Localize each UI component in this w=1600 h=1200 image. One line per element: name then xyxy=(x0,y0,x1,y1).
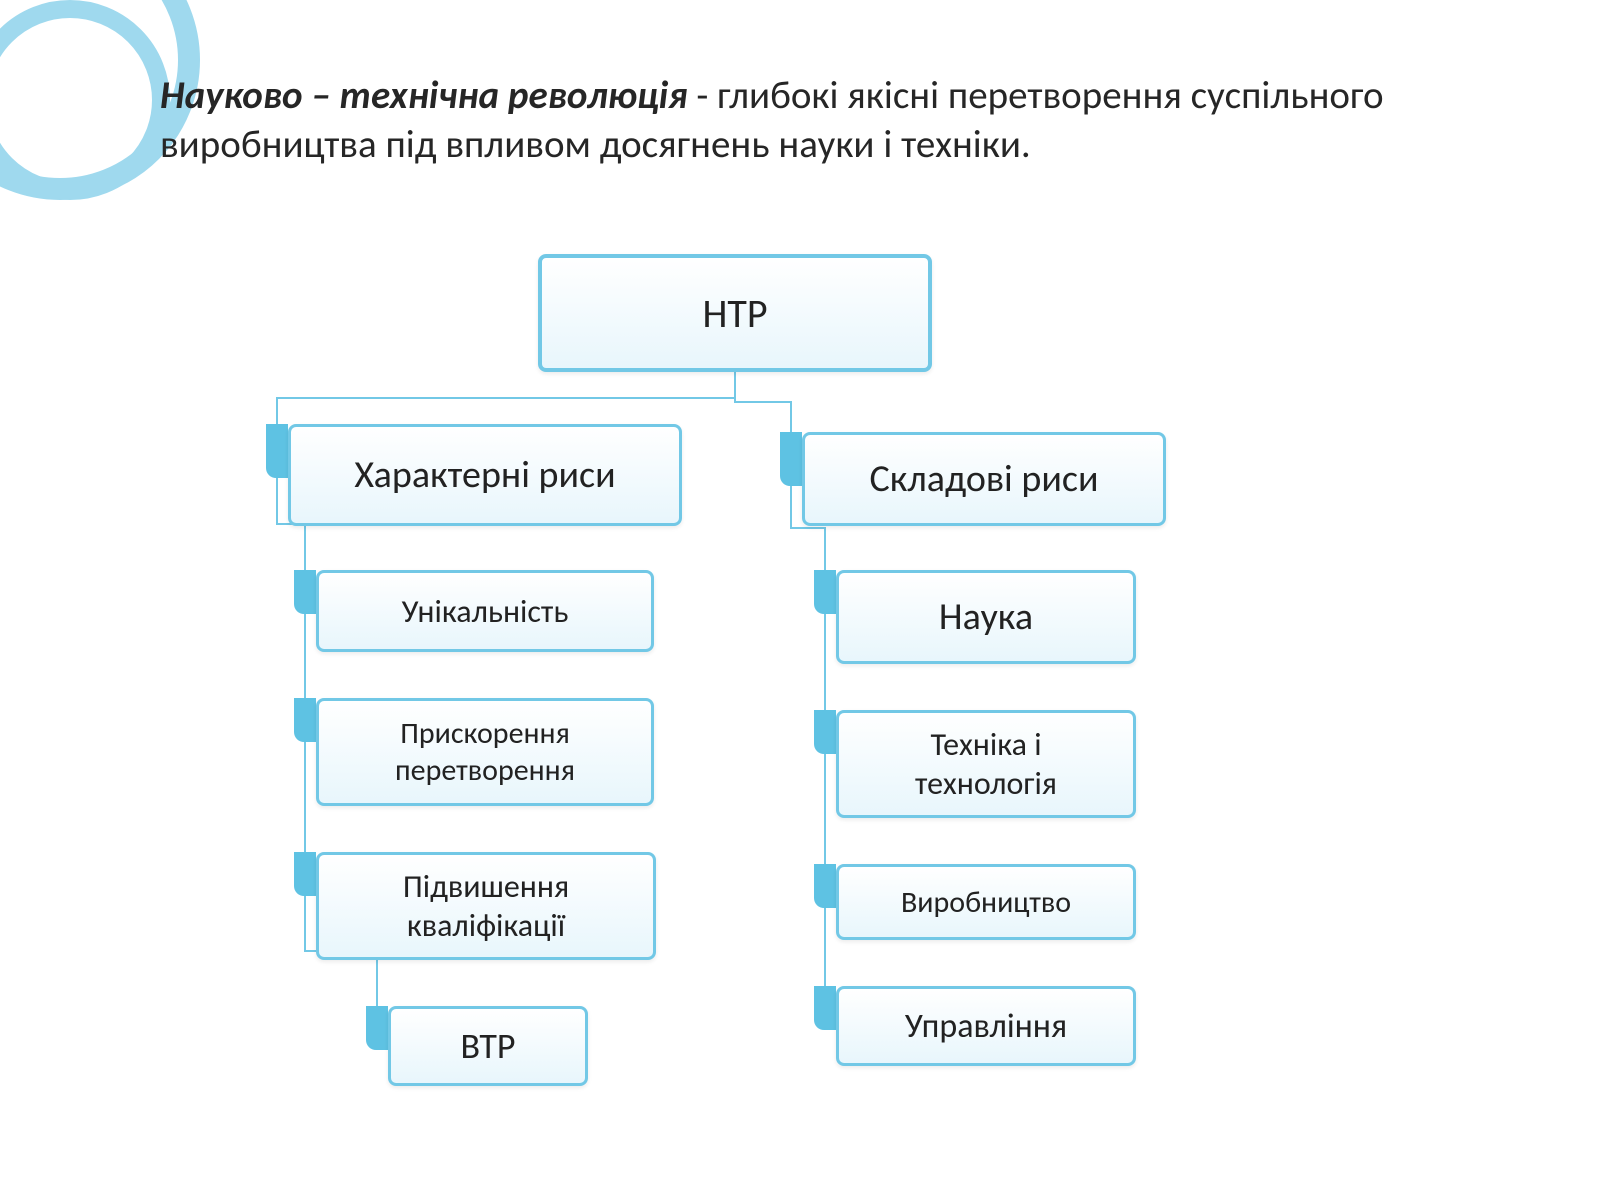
node-tab-l2a xyxy=(266,424,288,478)
node-tab-a1 xyxy=(294,570,316,614)
hierarchy-diagram: НТР Характерні риси Складові риси Унікальні… xyxy=(0,0,1600,1200)
node-l2b: Складові риси xyxy=(802,432,1166,526)
node-a2: Прискорення перетворення xyxy=(316,698,654,806)
node-label-l2b: Складові риси xyxy=(870,456,1099,502)
node-b4: Управління xyxy=(836,986,1136,1066)
node-label-a4: ВТР xyxy=(460,1024,515,1068)
node-tab-a3 xyxy=(294,852,316,896)
connector-lines xyxy=(0,0,1600,1200)
node-tab-b4 xyxy=(814,986,836,1030)
node-a4: ВТР xyxy=(388,1006,588,1086)
node-root: НТР xyxy=(538,254,932,372)
node-tab-l2b xyxy=(780,432,802,486)
node-label-l2a: Характерні риси xyxy=(354,452,615,498)
node-b1: Наука xyxy=(836,570,1136,664)
node-label-a3: Підвишення кваліфікації xyxy=(337,867,635,945)
node-label-b3: Виробництво xyxy=(901,884,1071,921)
node-label-a1: Унікальність xyxy=(402,592,569,631)
node-tab-a4 xyxy=(366,1006,388,1050)
node-label-b2: Техніка і технологія xyxy=(857,725,1115,803)
node-tab-b1 xyxy=(814,570,836,614)
node-a1: Унікальність xyxy=(316,570,654,652)
node-tab-b2 xyxy=(814,710,836,754)
node-a3: Підвишення кваліфікації xyxy=(316,852,656,960)
node-l2a: Характерні риси xyxy=(288,424,682,526)
node-b3: Виробництво xyxy=(836,864,1136,940)
node-tab-b3 xyxy=(814,864,836,908)
node-b2: Техніка і технологія xyxy=(836,710,1136,818)
node-label-a2: Прискорення перетворення xyxy=(337,715,633,789)
node-label-b1: Наука xyxy=(939,594,1033,640)
node-tab-a2 xyxy=(294,698,316,742)
node-label-root: НТР xyxy=(702,289,767,338)
node-label-b4: Управління xyxy=(905,1006,1067,1047)
